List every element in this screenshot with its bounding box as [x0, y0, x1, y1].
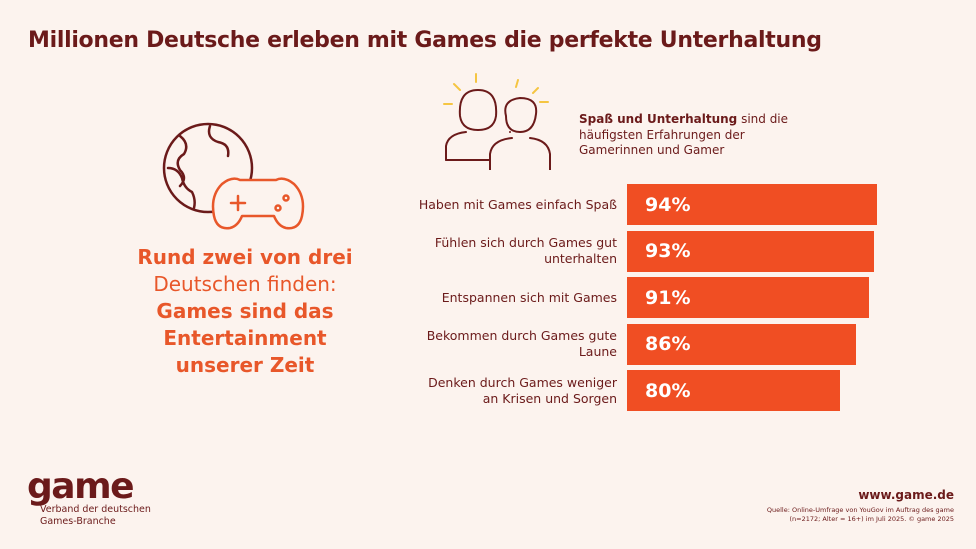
bar — [627, 323, 856, 365]
headline-line: Deutschen finden: — [153, 272, 337, 296]
headline-line: unserer Zeit — [175, 353, 315, 377]
people-icon — [443, 73, 551, 170]
value-label: 86% — [645, 333, 691, 355]
category-label: Entspannen sich mit Games — [441, 289, 617, 305]
organization: Verband der deutschen Games-Branche — [40, 504, 151, 527]
category-label: Bekommen durch Games gute Laune — [426, 328, 617, 359]
description-part: Spaß und Unterhaltung — [579, 112, 738, 126]
bar — [627, 184, 878, 225]
value-label: 93% — [645, 240, 691, 262]
category-label: Denken durch Games weniger an Krisen und… — [428, 374, 617, 406]
headline-line: Games sind das — [156, 299, 334, 323]
value-label: 94% — [645, 193, 691, 216]
source-note: Quelle: Online-Umfrage von YouGov im Auf… — [766, 506, 954, 523]
headline: Rund zwei von drei Deutschen finden: Games… — [110, 244, 380, 379]
url: www.game.de — [858, 488, 954, 502]
title: Millionen Deutsche erleben mit Games die… — [28, 28, 822, 53]
value-label: 91% — [645, 286, 691, 309]
logo: game — [27, 466, 135, 507]
bar — [627, 230, 875, 272]
globe-controller-icon — [162, 122, 305, 230]
value-label: 80% — [645, 379, 691, 402]
bar — [627, 277, 870, 318]
description-part: sind die häufigsten Erfahrungen der Game… — [579, 112, 789, 157]
headline-line: Entertainment — [163, 326, 327, 350]
bar — [627, 370, 840, 411]
headline-line: Rund zwei von drei — [137, 245, 353, 269]
category-label: Haben mit Games einfach Spaß — [418, 196, 617, 212]
category-label: Fühlen sich durch Games gut unterhalten — [434, 235, 617, 266]
description: Spaß und Unterhaltung sind die häufigste… — [579, 112, 794, 159]
